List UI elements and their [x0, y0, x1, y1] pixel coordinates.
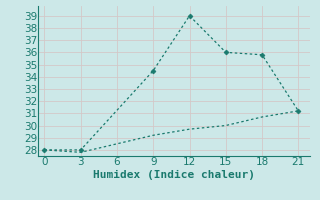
X-axis label: Humidex (Indice chaleur): Humidex (Indice chaleur) — [93, 170, 255, 180]
